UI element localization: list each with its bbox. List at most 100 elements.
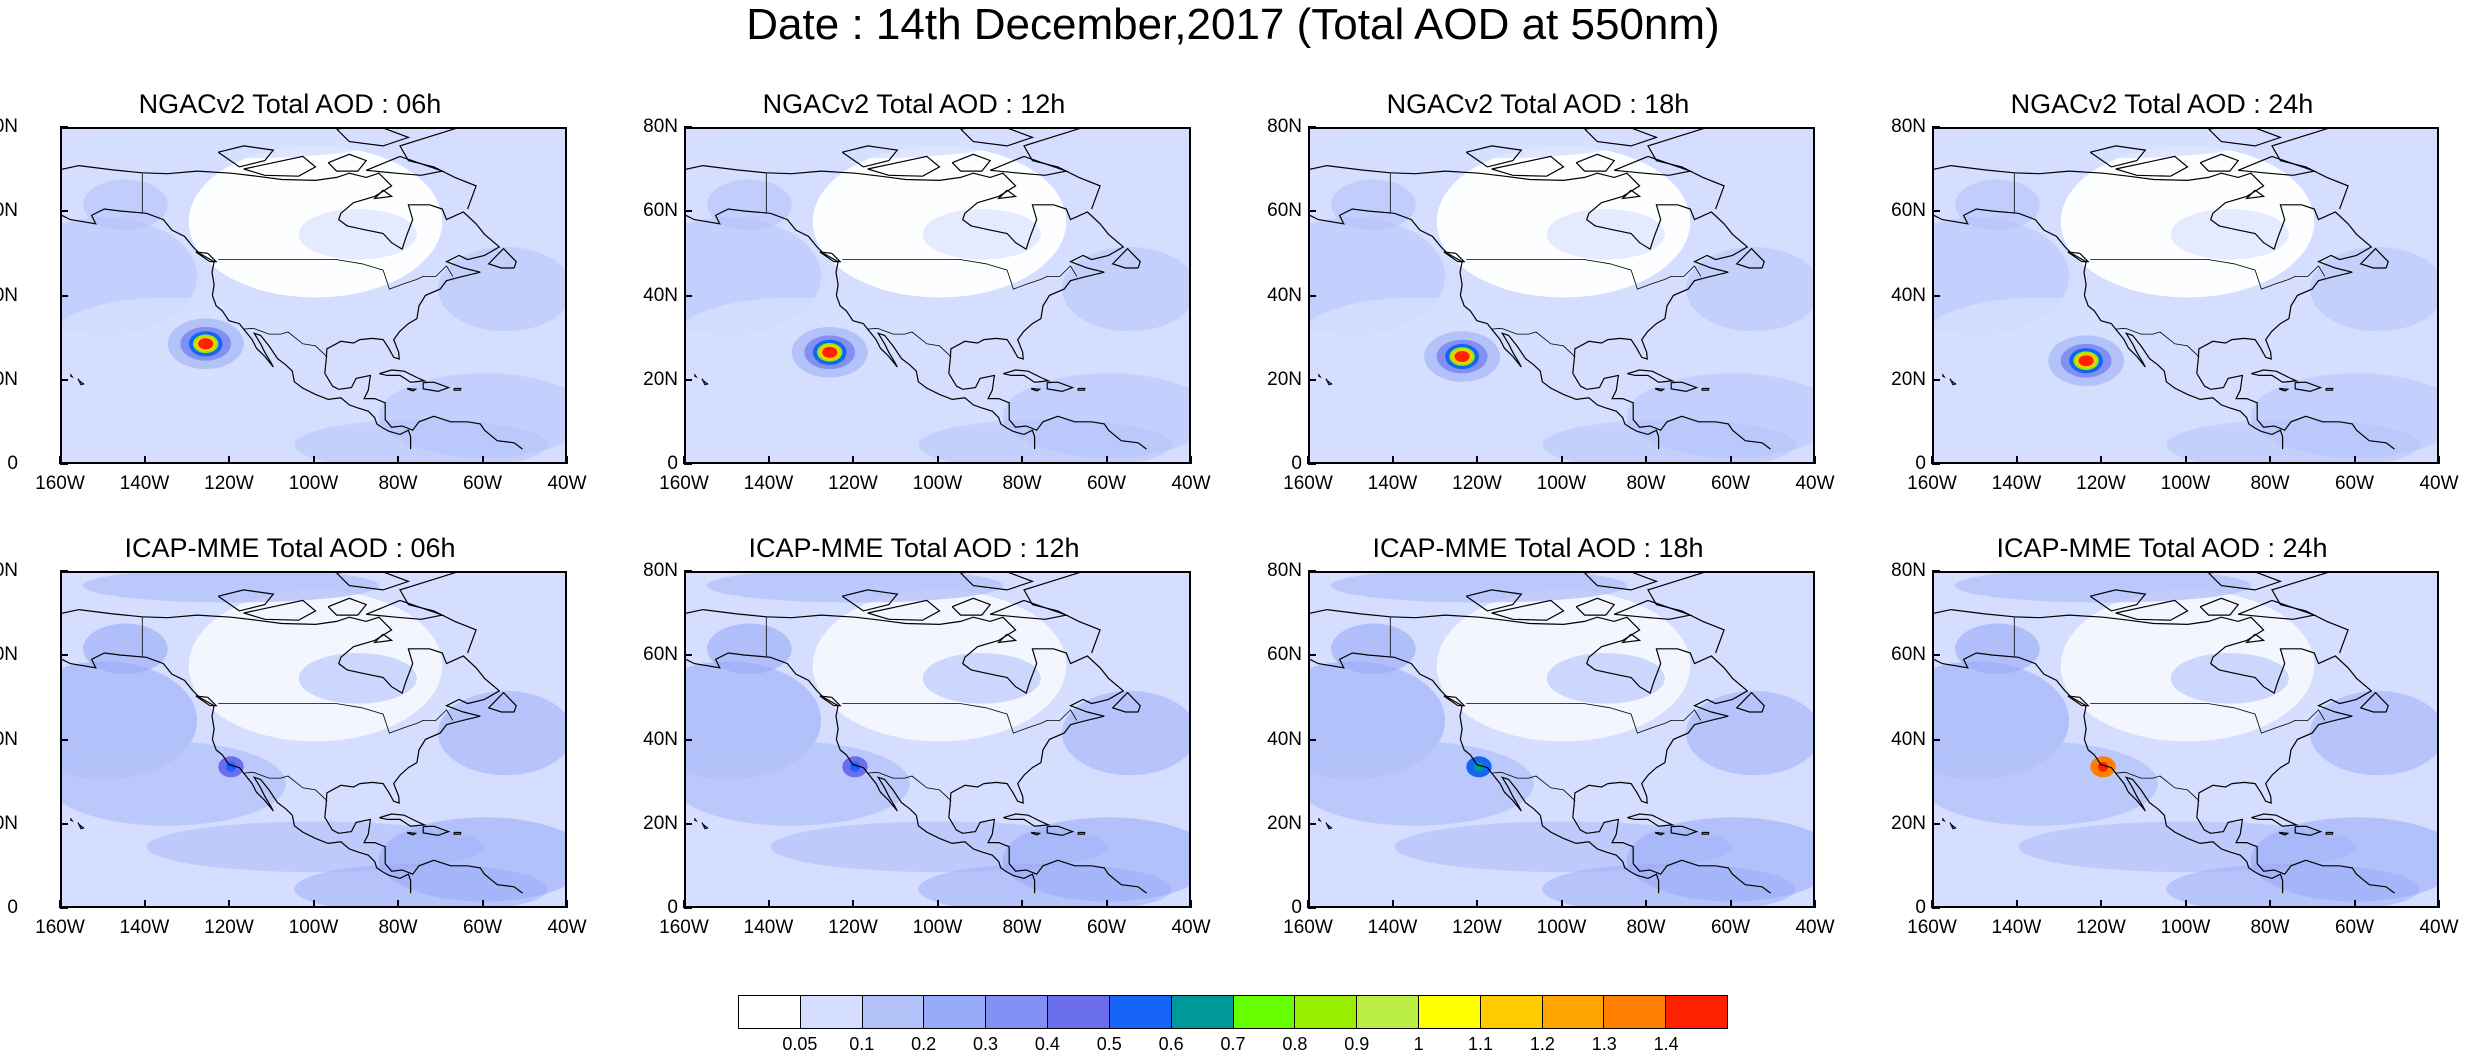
longitude-tick-label: 120W (1452, 917, 1502, 938)
longitude-tick-label: 100W (288, 917, 339, 938)
aod-plume (83, 179, 168, 231)
longitude-tick-label: 140W (743, 473, 794, 494)
coastline (1030, 831, 1042, 836)
coastline (1701, 387, 1710, 391)
longitude-tick-label: 40W (1795, 917, 1835, 938)
latitude-tick-label: 0 (667, 897, 678, 918)
tick-mark (1308, 463, 1316, 465)
coastline (1934, 208, 2284, 450)
longitude-tick-label: 160W (35, 473, 85, 494)
coastline (1310, 208, 1660, 450)
coastline (1310, 608, 1771, 894)
colorbar-swatch (924, 996, 987, 1028)
aod-plume (438, 691, 565, 776)
coastline (2359, 247, 2389, 269)
country-border (1491, 771, 1576, 802)
tick-mark (1814, 456, 1816, 464)
longitude-tick-label: 40W (547, 473, 587, 494)
coastline (1670, 825, 1699, 837)
longitude-tick-label: 140W (1367, 473, 1418, 494)
longitude-tick-label: 40W (547, 917, 587, 938)
country-border (2115, 327, 2200, 358)
tick-mark (60, 463, 68, 465)
coastline (1491, 155, 1565, 177)
coastline (195, 695, 218, 707)
aod-plume (2310, 691, 2437, 776)
map-canvas (1310, 129, 1813, 462)
tick-mark (60, 378, 68, 381)
coastline (989, 599, 1069, 620)
panel-title: NGACv2 Total AOD : 06h (138, 89, 442, 119)
colorbar-label: 0.2 (911, 1034, 937, 1054)
map-panel: ICAP-MME Total AOD : 18h 80N 60N 40N 20N 0 160… (1208, 532, 1834, 977)
coastline (1111, 691, 1141, 713)
latitude-tick-label: 20N (643, 812, 678, 834)
tick-mark (60, 654, 68, 657)
aod-plume (2310, 247, 2437, 332)
tick-mark (1308, 822, 1316, 825)
coastline (406, 831, 418, 836)
tick-mark (683, 456, 685, 464)
tick-mark (1308, 210, 1316, 213)
coastline (819, 695, 842, 707)
panel-title: ICAP-MME Total AOD : 24h (1996, 533, 2328, 563)
aod-plume (922, 209, 1041, 260)
coastline (2115, 599, 2189, 621)
longitude-tick-label: 40W (1795, 473, 1835, 494)
coastline (2294, 381, 2323, 393)
latitude-tick-label: 0 (1915, 453, 1926, 474)
coastline (1941, 817, 1946, 823)
figure-title: Date : 14th December,2017 (Total AOD at … (746, 0, 1720, 49)
latitude-tick-label: 40N (643, 728, 678, 750)
coastline (701, 822, 709, 830)
map-canvas (62, 129, 565, 462)
aod-plume (1955, 129, 2251, 159)
tick-mark (60, 822, 68, 825)
coastline (1584, 573, 1659, 591)
tick-mark (2269, 900, 2271, 908)
latitude-tick-label: 80N (1267, 560, 1302, 581)
coastline (686, 608, 1147, 894)
country-border (243, 771, 328, 802)
coastline (453, 831, 462, 835)
longitude-tick-label: 60W (1086, 473, 1127, 494)
coastline (2067, 251, 2090, 263)
tick-mark (767, 456, 770, 464)
colorbar-swatch (1295, 996, 1358, 1028)
coastline (2199, 153, 2240, 172)
tick-mark (1391, 456, 1394, 464)
coastline (1735, 247, 1765, 269)
map-panel: NGACv2 Total AOD : 12h 80N 60N 40N 20N 0 160W 1… (584, 88, 1210, 533)
coastline (1627, 813, 1675, 827)
tick-mark (481, 456, 484, 464)
tick-mark (2269, 456, 2271, 464)
aod-plume (1955, 623, 2040, 675)
longitude-tick-label: 40W (2419, 473, 2459, 494)
latitude-tick-label: 0 (1291, 453, 1302, 474)
longitude-tick-label: 100W (912, 917, 963, 938)
tick-mark (683, 900, 685, 908)
longitude-tick-label: 40W (2419, 917, 2459, 938)
colorbar-swatch (1418, 996, 1481, 1028)
tick-mark (936, 900, 939, 908)
latitude-tick-label: 20N (1267, 368, 1302, 390)
longitude-tick-label: 80W (2250, 917, 2290, 938)
tick-mark (684, 378, 692, 381)
tick-mark (1307, 456, 1309, 464)
colorbar-label: 1 (1413, 1034, 1424, 1054)
aod-plume (1331, 129, 1627, 159)
latitude-tick-label: 60N (1267, 644, 1302, 666)
panel-title: ICAP-MME Total AOD : 12h (748, 533, 1080, 563)
colorbar-swatch (1048, 996, 1110, 1028)
coastline (2325, 831, 2334, 835)
country-border (867, 327, 952, 358)
aod-plume (1546, 653, 1665, 704)
longitude-tick-label: 140W (119, 917, 170, 938)
tick-mark (60, 907, 68, 909)
longitude-tick-label: 100W (1536, 473, 1587, 494)
latitude-tick-label: 80N (1267, 116, 1302, 137)
map-panel: ICAP-MME Total AOD : 12h 80N 60N 40N 20N 0 160… (584, 532, 1210, 977)
coastline (1077, 387, 1086, 391)
colorbar-label: 0.9 (1344, 1034, 1370, 1054)
longitude-tick-label: 80W (1002, 917, 1042, 938)
